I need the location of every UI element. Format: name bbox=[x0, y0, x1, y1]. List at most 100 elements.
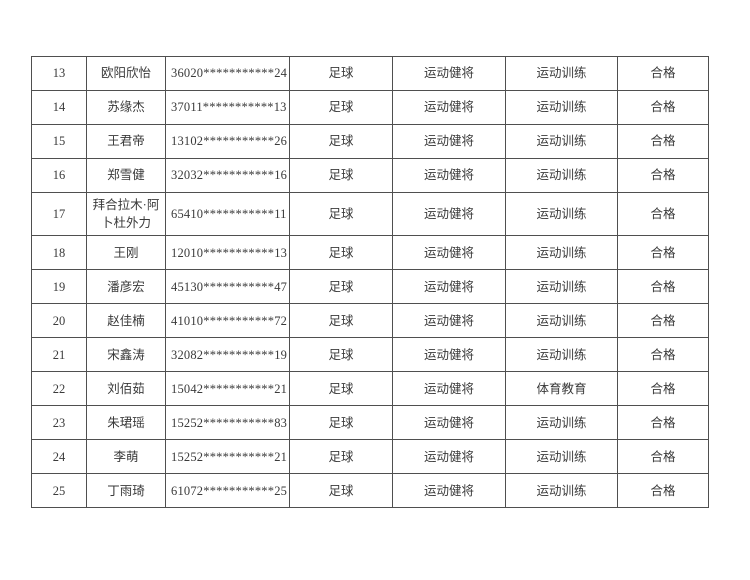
cell-major: 运动训练 bbox=[505, 269, 618, 305]
cell-athlete-title: 运动健将 bbox=[392, 158, 506, 193]
cell-result: 合格 bbox=[617, 371, 709, 407]
cell-major: 运动训练 bbox=[505, 405, 618, 441]
cell-id-number: 12010***********13 bbox=[165, 235, 290, 271]
cell-result: 合格 bbox=[617, 473, 709, 509]
cell-athlete-title: 运动健将 bbox=[392, 269, 506, 305]
cell-result: 合格 bbox=[617, 337, 709, 373]
cell-name: 郑雪健 bbox=[86, 158, 166, 193]
cell-id-number: 15252***********21 bbox=[165, 439, 290, 475]
cell-id-number: 13102***********26 bbox=[165, 124, 290, 159]
cell-result: 合格 bbox=[617, 56, 709, 91]
cell-name: 王君帝 bbox=[86, 124, 166, 159]
cell-sport: 足球 bbox=[289, 56, 393, 91]
table-row: 15 王君帝 13102***********26 足球 运动健将 运动训练 合格 bbox=[31, 124, 709, 159]
cell-athlete-title: 运动健将 bbox=[392, 439, 506, 475]
cell-sport: 足球 bbox=[289, 405, 393, 441]
table-row: 14 苏缘杰 37011***********13 足球 运动健将 运动训练 合格 bbox=[31, 90, 709, 125]
cell-result: 合格 bbox=[617, 90, 709, 125]
cell-athlete-title: 运动健将 bbox=[392, 90, 506, 125]
cell-result: 合格 bbox=[617, 124, 709, 159]
cell-row-number: 19 bbox=[31, 269, 87, 305]
table-row: 25 丁雨琦 61072***********25 足球 运动健将 运动训练 合格 bbox=[31, 473, 709, 509]
cell-result: 合格 bbox=[617, 405, 709, 441]
cell-athlete-title: 运动健将 bbox=[392, 371, 506, 407]
cell-result: 合格 bbox=[617, 439, 709, 475]
cell-major: 运动训练 bbox=[505, 235, 618, 271]
cell-sport: 足球 bbox=[289, 90, 393, 125]
cell-id-number: 15042***********21 bbox=[165, 371, 290, 407]
cell-name: 欧阳欣怡 bbox=[86, 56, 166, 91]
cell-sport: 足球 bbox=[289, 303, 393, 339]
cell-name: 丁雨琦 bbox=[86, 473, 166, 509]
cell-name: 赵佳楠 bbox=[86, 303, 166, 339]
cell-name: 王刚 bbox=[86, 235, 166, 271]
cell-major: 运动训练 bbox=[505, 90, 618, 125]
cell-athlete-title: 运动健将 bbox=[392, 235, 506, 271]
cell-result: 合格 bbox=[617, 235, 709, 271]
cell-result: 合格 bbox=[617, 191, 709, 237]
cell-row-number: 22 bbox=[31, 371, 87, 407]
cell-id-number: 32082***********19 bbox=[165, 337, 290, 373]
cell-major: 运动训练 bbox=[505, 158, 618, 193]
table-row: 20 赵佳楠 41010***********72 足球 运动健将 运动训练 合格 bbox=[31, 303, 709, 339]
cell-name: 刘佰茹 bbox=[86, 371, 166, 407]
cell-athlete-title: 运动健将 bbox=[392, 405, 506, 441]
table-row: 16 郑雪健 32032***********16 足球 运动健将 运动训练 合格 bbox=[31, 158, 709, 193]
cell-sport: 足球 bbox=[289, 473, 393, 509]
cell-athlete-title: 运动健将 bbox=[392, 337, 506, 373]
cell-row-number: 23 bbox=[31, 405, 87, 441]
cell-name: 潘彦宏 bbox=[86, 269, 166, 305]
cell-row-number: 18 bbox=[31, 235, 87, 271]
cell-row-number: 24 bbox=[31, 439, 87, 475]
cell-sport: 足球 bbox=[289, 124, 393, 159]
cell-major: 体育教育 bbox=[505, 371, 618, 407]
cell-name: 拜合拉木·阿卜杜外力 bbox=[86, 191, 166, 237]
cell-id-number: 61072***********25 bbox=[165, 473, 290, 509]
cell-major: 运动训练 bbox=[505, 337, 618, 373]
cell-id-number: 36020***********24 bbox=[165, 56, 290, 91]
cell-major: 运动训练 bbox=[505, 124, 618, 159]
cell-sport: 足球 bbox=[289, 371, 393, 407]
cell-result: 合格 bbox=[617, 158, 709, 193]
cell-row-number: 15 bbox=[31, 124, 87, 159]
cell-name: 朱珺瑶 bbox=[86, 405, 166, 441]
cell-name: 苏缘杰 bbox=[86, 90, 166, 125]
cell-result: 合格 bbox=[617, 269, 709, 305]
table-row: 24 李萌 15252***********21 足球 运动健将 运动训练 合格 bbox=[31, 439, 709, 475]
cell-athlete-title: 运动健将 bbox=[392, 303, 506, 339]
cell-row-number: 13 bbox=[31, 56, 87, 91]
cell-athlete-title: 运动健将 bbox=[392, 124, 506, 159]
cell-id-number: 45130***********47 bbox=[165, 269, 290, 305]
cell-id-number: 41010***********72 bbox=[165, 303, 290, 339]
table-row: 23 朱珺瑶 15252***********83 足球 运动健将 运动训练 合格 bbox=[31, 405, 709, 441]
cell-sport: 足球 bbox=[289, 439, 393, 475]
cell-row-number: 16 bbox=[31, 158, 87, 193]
cell-sport: 足球 bbox=[289, 235, 393, 271]
table-row: 18 王刚 12010***********13 足球 运动健将 运动训练 合格 bbox=[31, 235, 709, 271]
cell-row-number: 14 bbox=[31, 90, 87, 125]
cell-athlete-title: 运动健将 bbox=[392, 473, 506, 509]
cell-id-number: 32032***********16 bbox=[165, 158, 290, 193]
cell-major: 运动训练 bbox=[505, 473, 618, 509]
cell-sport: 足球 bbox=[289, 158, 393, 193]
cell-athlete-title: 运动健将 bbox=[392, 191, 506, 237]
table-row: 17 拜合拉木·阿卜杜外力 65410***********11 足球 运动健将 运动训练… bbox=[31, 191, 709, 237]
table-row: 21 宋鑫涛 32082***********19 足球 运动健将 运动训练 合格 bbox=[31, 337, 709, 373]
cell-row-number: 25 bbox=[31, 473, 87, 509]
cell-sport: 足球 bbox=[289, 269, 393, 305]
cell-major: 运动训练 bbox=[505, 439, 618, 475]
cell-id-number: 15252***********83 bbox=[165, 405, 290, 441]
cell-row-number: 21 bbox=[31, 337, 87, 373]
cell-sport: 足球 bbox=[289, 337, 393, 373]
cell-major: 运动训练 bbox=[505, 56, 618, 91]
cell-row-number: 17 bbox=[31, 191, 87, 237]
cell-sport: 足球 bbox=[289, 191, 393, 237]
athlete-results-table: 13 欧阳欣怡 36020***********24 足球 运动健将 运动训练 合格 14 苏缘… bbox=[31, 56, 709, 509]
cell-name: 宋鑫涛 bbox=[86, 337, 166, 373]
cell-id-number: 37011***********13 bbox=[165, 90, 290, 125]
cell-id-number: 65410***********11 bbox=[165, 191, 290, 237]
cell-athlete-title: 运动健将 bbox=[392, 56, 506, 91]
cell-result: 合格 bbox=[617, 303, 709, 339]
table-row: 22 刘佰茹 15042***********21 足球 运动健将 体育教育 合格 bbox=[31, 371, 709, 407]
